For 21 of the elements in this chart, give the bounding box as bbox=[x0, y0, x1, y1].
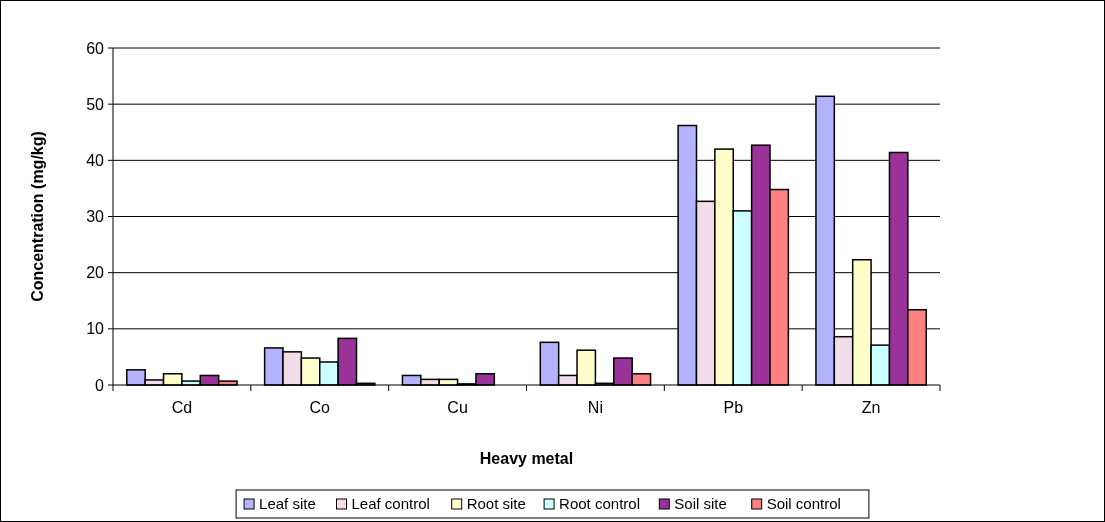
y-tick-label: 50 bbox=[86, 95, 105, 113]
y-tick-label: 10 bbox=[86, 320, 105, 338]
y-tick-label: 20 bbox=[86, 264, 105, 282]
y-tick-label: 0 bbox=[95, 376, 105, 394]
x-axis-title: Heavy metal bbox=[479, 450, 574, 467]
x-tick-label: Ni bbox=[587, 399, 603, 416]
x-tick-label: Co bbox=[309, 399, 331, 416]
legend-label: Soil control bbox=[766, 495, 841, 513]
legend-label: Soil site bbox=[674, 495, 727, 513]
legend-label: Root control bbox=[559, 495, 640, 513]
legend-label: Leaf site bbox=[259, 495, 316, 513]
x-tick-label: Cd bbox=[171, 399, 193, 416]
x-tick-label: Cu bbox=[447, 399, 468, 416]
y-tick-label: 60 bbox=[86, 39, 105, 57]
x-tick-label: Zn bbox=[861, 399, 881, 416]
y-tick-label: 40 bbox=[86, 151, 105, 169]
legend-label: Leaf control bbox=[351, 495, 430, 513]
y-tick-label: 30 bbox=[86, 208, 105, 226]
y-axis-title: Concentration (mg/kg) bbox=[29, 131, 46, 302]
legend-label: Root site bbox=[466, 495, 526, 513]
x-tick-label: Pb bbox=[723, 399, 744, 416]
